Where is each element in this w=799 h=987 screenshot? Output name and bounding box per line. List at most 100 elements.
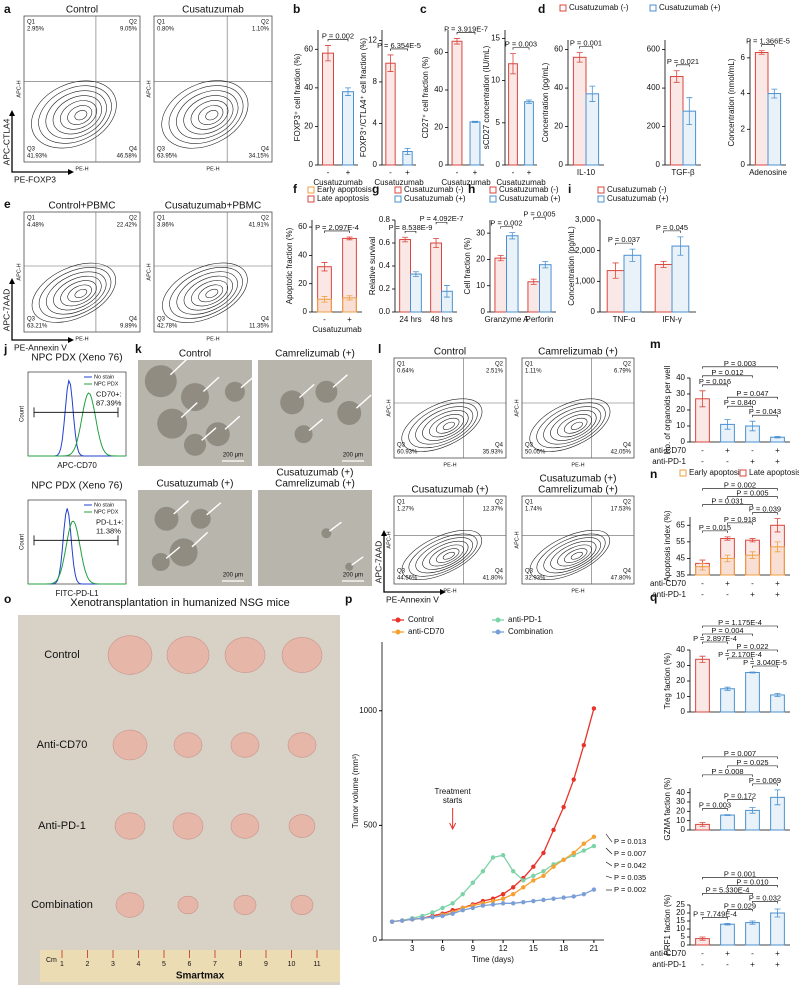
hist-x-label: APC-CD70 bbox=[57, 461, 97, 470]
y-tick-label: 55 bbox=[676, 537, 685, 546]
row-sign: + bbox=[775, 590, 780, 599]
x-tick-label: 15 bbox=[529, 944, 538, 953]
ruler-unit: Cm bbox=[46, 957, 57, 964]
tumor bbox=[281, 637, 323, 673]
legend-swatch bbox=[489, 195, 497, 203]
y-tick-label: 0 bbox=[481, 307, 486, 316]
scale-label: 200 μm bbox=[343, 453, 363, 459]
quadrant-pct: 44.56% bbox=[397, 576, 418, 582]
contour bbox=[38, 85, 112, 144]
y-tick-label: 40 bbox=[434, 85, 443, 94]
point bbox=[541, 897, 546, 903]
flow-x-label: PE-Annexin V bbox=[14, 342, 67, 352]
sig-bracket bbox=[390, 48, 408, 51]
sig-bracket bbox=[727, 765, 778, 768]
quadrant-pct: 3.86% bbox=[157, 223, 175, 229]
p-value: P = 0.172 bbox=[724, 792, 756, 801]
legend-label: Late apoptosis bbox=[317, 194, 369, 203]
bar bbox=[469, 121, 481, 166]
point bbox=[460, 908, 465, 913]
tumor bbox=[166, 636, 210, 674]
error-bar bbox=[724, 923, 731, 926]
row-sign: + bbox=[725, 446, 730, 455]
axis-arrow bbox=[11, 280, 72, 341]
sig-bracket bbox=[533, 217, 546, 220]
contour bbox=[435, 417, 460, 434]
point bbox=[531, 878, 536, 883]
sig-bracket bbox=[500, 226, 513, 229]
arrow bbox=[355, 394, 372, 409]
legend-label: NPC PDX bbox=[94, 381, 119, 387]
organoid bbox=[321, 528, 332, 539]
ruler bbox=[40, 950, 340, 982]
error-bar bbox=[509, 232, 516, 240]
point bbox=[510, 885, 516, 890]
flow-frame bbox=[23, 15, 141, 163]
flow-x-axis: PE-H bbox=[206, 166, 219, 172]
error-bar bbox=[346, 295, 353, 301]
point bbox=[591, 706, 597, 711]
contour bbox=[183, 95, 234, 135]
p-value: P = 0.005 bbox=[523, 210, 555, 219]
y-tick-label: 2 bbox=[741, 124, 746, 133]
bar bbox=[745, 922, 760, 946]
point bbox=[450, 911, 455, 916]
ruler-number: 6 bbox=[188, 961, 192, 968]
error-bar bbox=[699, 822, 706, 827]
gate-value: 11.38% bbox=[96, 526, 121, 535]
sig-bracket bbox=[456, 32, 476, 35]
row-label: anti-PD-1 bbox=[652, 590, 686, 599]
organoid bbox=[144, 365, 177, 398]
x-tick-label: + bbox=[527, 168, 532, 177]
point bbox=[591, 843, 597, 849]
error-bar bbox=[629, 248, 636, 262]
p-value: P = 0.918 bbox=[724, 515, 756, 524]
quadrant-pct: 34.15% bbox=[249, 154, 270, 160]
y-axis-label: GZMA faction (%) bbox=[663, 777, 672, 840]
error-bar bbox=[443, 285, 450, 298]
y-tick-label: 35 bbox=[676, 570, 685, 579]
row-label: anti-PD-1 bbox=[652, 960, 686, 969]
y-tick-label: 0 bbox=[373, 160, 378, 169]
y-tick-label: 40 bbox=[676, 788, 685, 797]
flow-x-axis: PE-H bbox=[571, 462, 584, 468]
y-tick-label: 8 bbox=[373, 77, 378, 86]
p-value: P = 0.003 bbox=[724, 359, 756, 368]
p-value: P = 0.042 bbox=[614, 861, 646, 870]
row-sign: - bbox=[726, 457, 729, 466]
bar bbox=[322, 52, 334, 166]
organoid bbox=[337, 401, 362, 425]
ruler-number: 3 bbox=[111, 961, 115, 968]
y-tick-label: 400 bbox=[647, 83, 661, 92]
error-bar bbox=[758, 50, 765, 55]
annotation: starts bbox=[443, 796, 463, 805]
quadrant-name: Q3 bbox=[397, 569, 406, 575]
y-tick-label: 20 bbox=[304, 122, 313, 131]
bar bbox=[770, 912, 785, 946]
legend-dot bbox=[495, 629, 501, 635]
row-sign: - bbox=[701, 579, 704, 588]
flow-frame bbox=[153, 15, 273, 163]
quadrant-pct: 32.93% bbox=[525, 576, 546, 582]
row-sign: - bbox=[701, 457, 704, 466]
quadrant-name: Q4 bbox=[129, 317, 138, 323]
quadrant-pct: 1.11% bbox=[525, 369, 542, 375]
legend-label: Cusatuzumab (-) bbox=[499, 185, 559, 194]
panel-letter: e bbox=[4, 197, 11, 211]
flow-frame bbox=[393, 357, 507, 459]
error-bar bbox=[454, 38, 460, 45]
point bbox=[480, 903, 486, 908]
error-bar bbox=[576, 52, 583, 63]
sig-bracket bbox=[761, 44, 775, 47]
row-label: anti-CD70 bbox=[650, 579, 687, 588]
y-tick-label: 0 bbox=[741, 160, 746, 169]
error-bar bbox=[699, 390, 706, 408]
error-bar bbox=[402, 236, 409, 243]
flow-x-axis: PE-H bbox=[443, 588, 456, 594]
legend-swatch bbox=[394, 186, 402, 194]
bar bbox=[342, 91, 354, 166]
scale-label: 200 μm bbox=[223, 453, 243, 459]
contour bbox=[536, 402, 606, 449]
x-axis-label: Cusatuzumab bbox=[313, 178, 363, 187]
